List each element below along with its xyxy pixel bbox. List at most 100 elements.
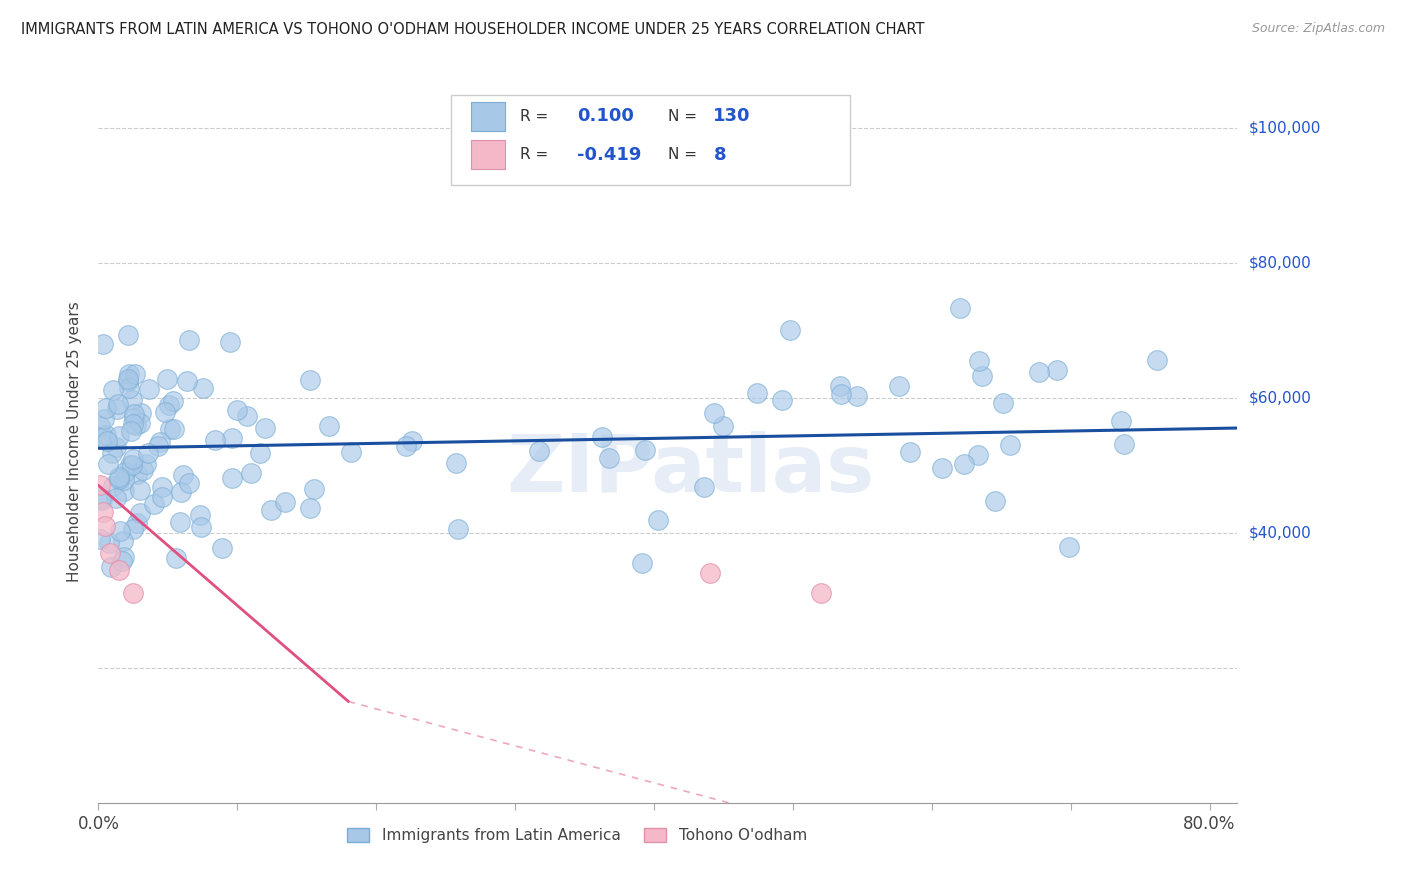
- Point: [949, 301, 972, 315]
- Point: [100, 445, 122, 459]
- Point: [953, 458, 976, 472]
- Point: [1028, 366, 1050, 380]
- Point: [104, 440, 127, 454]
- Point: [221, 470, 243, 484]
- Text: R =: R =: [520, 109, 553, 124]
- Point: [162, 393, 184, 408]
- Point: [318, 419, 340, 434]
- Point: [89, 419, 111, 434]
- Point: [647, 513, 669, 527]
- Point: [598, 451, 620, 466]
- Text: N =: N =: [668, 109, 702, 124]
- Point: [150, 490, 173, 504]
- Point: [138, 382, 160, 396]
- Point: [972, 368, 994, 383]
- Point: [108, 429, 131, 443]
- Point: [146, 439, 169, 453]
- Point: [1046, 362, 1069, 376]
- Point: [128, 483, 150, 497]
- Text: R =: R =: [520, 147, 553, 162]
- Point: [100, 559, 122, 574]
- Legend: Immigrants from Latin America, Tohono O'odham: Immigrants from Latin America, Tohono O'…: [340, 822, 813, 849]
- Point: [136, 446, 159, 460]
- Point: [967, 448, 990, 462]
- Point: [124, 410, 146, 425]
- Point: [165, 551, 187, 566]
- Point: [89, 533, 111, 547]
- Point: [177, 334, 200, 348]
- Point: [121, 452, 143, 467]
- Point: [169, 516, 191, 530]
- Bar: [471, 140, 505, 169]
- Point: [810, 586, 832, 600]
- Point: [1146, 352, 1168, 367]
- Point: [101, 478, 124, 492]
- Point: [98, 546, 121, 560]
- Point: [131, 406, 153, 420]
- Point: [117, 327, 139, 342]
- Point: [830, 379, 852, 393]
- Text: N =: N =: [668, 147, 702, 162]
- Point: [143, 497, 166, 511]
- Point: [120, 458, 142, 473]
- Point: [125, 516, 148, 530]
- Point: [112, 483, 135, 498]
- Point: [176, 374, 198, 388]
- Point: [299, 373, 322, 387]
- Y-axis label: Householder Income Under 25 years: Householder Income Under 25 years: [67, 301, 83, 582]
- Text: $40,000: $40,000: [1249, 525, 1312, 541]
- Point: [1109, 414, 1132, 428]
- Point: [103, 383, 125, 397]
- Point: [177, 475, 200, 490]
- Point: [931, 461, 953, 475]
- Point: [845, 389, 868, 403]
- Point: [98, 535, 121, 549]
- Point: [122, 417, 145, 432]
- Point: [983, 494, 1005, 508]
- Point: [120, 424, 142, 438]
- Point: [153, 405, 176, 419]
- Point: [226, 402, 249, 417]
- Point: [830, 386, 852, 401]
- Point: [991, 396, 1014, 410]
- Point: [967, 354, 990, 368]
- Point: [395, 439, 418, 453]
- Point: [887, 379, 910, 393]
- Point: [703, 406, 725, 420]
- Point: [401, 434, 423, 449]
- Point: [170, 485, 193, 500]
- Point: [211, 541, 233, 556]
- Point: [447, 523, 470, 537]
- Point: [121, 393, 143, 408]
- Point: [221, 431, 243, 445]
- Point: [108, 563, 131, 577]
- Point: [128, 506, 150, 520]
- Point: [128, 416, 150, 430]
- Point: [108, 524, 131, 538]
- Point: [253, 421, 276, 435]
- Point: [273, 495, 295, 509]
- Point: [112, 549, 135, 564]
- Point: [157, 398, 180, 412]
- Text: 8: 8: [713, 145, 725, 164]
- Point: [118, 381, 141, 395]
- Point: [204, 434, 226, 448]
- Point: [121, 458, 143, 472]
- Point: [188, 508, 211, 522]
- Point: [444, 456, 467, 470]
- Point: [249, 446, 271, 460]
- Point: [745, 385, 768, 400]
- Point: [193, 381, 215, 395]
- Text: $60,000: $60,000: [1249, 390, 1312, 405]
- Point: [779, 323, 801, 337]
- Point: [91, 430, 114, 444]
- Point: [219, 334, 242, 349]
- Point: [699, 566, 721, 581]
- Point: [107, 396, 129, 410]
- Point: [111, 553, 134, 567]
- Point: [91, 336, 114, 351]
- Text: 130: 130: [713, 107, 751, 126]
- Point: [150, 479, 173, 493]
- Point: [340, 444, 363, 458]
- Point: [1057, 540, 1080, 554]
